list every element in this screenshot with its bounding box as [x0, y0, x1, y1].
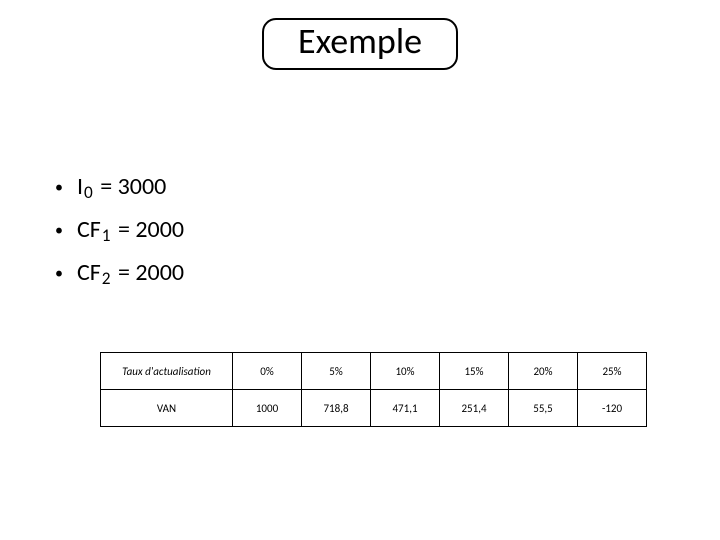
- header-label: Taux d'actualisation: [101, 353, 233, 390]
- slide-title-box: Exemple: [262, 18, 458, 70]
- header-cell: 0%: [233, 353, 302, 390]
- bullet-item-cf1: • CF1 = 2000: [55, 211, 184, 248]
- value-cell: 718,8: [302, 390, 371, 427]
- value-cell: 55,5: [509, 390, 578, 427]
- value-cell: 1000: [233, 390, 302, 427]
- van-table-wrap: Taux d'actualisation 0% 5% 10% 15% 20% 2…: [100, 352, 646, 427]
- header-cell: 25%: [578, 353, 647, 390]
- header-cell: 5%: [302, 353, 371, 390]
- van-table: Taux d'actualisation 0% 5% 10% 15% 20% 2…: [100, 352, 647, 427]
- value-cell: 471,1: [371, 390, 440, 427]
- slide: Exemple • I0 = 3000 • CF1 = 2000 • CF2 =: [0, 0, 720, 540]
- row-label: VAN: [101, 390, 233, 427]
- bullet-dot-icon: •: [55, 176, 63, 201]
- header-cell: 20%: [509, 353, 578, 390]
- table-row-van: VAN 1000 718,8 471,1 251,4 55,5 -120: [101, 390, 647, 427]
- slide-title: Exemple: [298, 19, 422, 63]
- bullet-list: • I0 = 3000 • CF1 = 2000 • CF2 = 2000: [55, 168, 184, 298]
- header-cell: 10%: [371, 353, 440, 390]
- bullet-dot-icon: •: [55, 262, 63, 287]
- bullet-text: CF1 = 2000: [77, 211, 184, 248]
- bullet-dot-icon: •: [55, 219, 63, 244]
- bullet-item-i0: • I0 = 3000: [55, 168, 184, 205]
- bullet-text: I0 = 3000: [77, 168, 166, 205]
- value-cell: 251,4: [440, 390, 509, 427]
- bullet-item-cf2: • CF2 = 2000: [55, 254, 184, 291]
- header-cell: 15%: [440, 353, 509, 390]
- bullet-text: CF2 = 2000: [77, 254, 184, 291]
- table-row-header: Taux d'actualisation 0% 5% 10% 15% 20% 2…: [101, 353, 647, 390]
- value-cell: -120: [578, 390, 647, 427]
